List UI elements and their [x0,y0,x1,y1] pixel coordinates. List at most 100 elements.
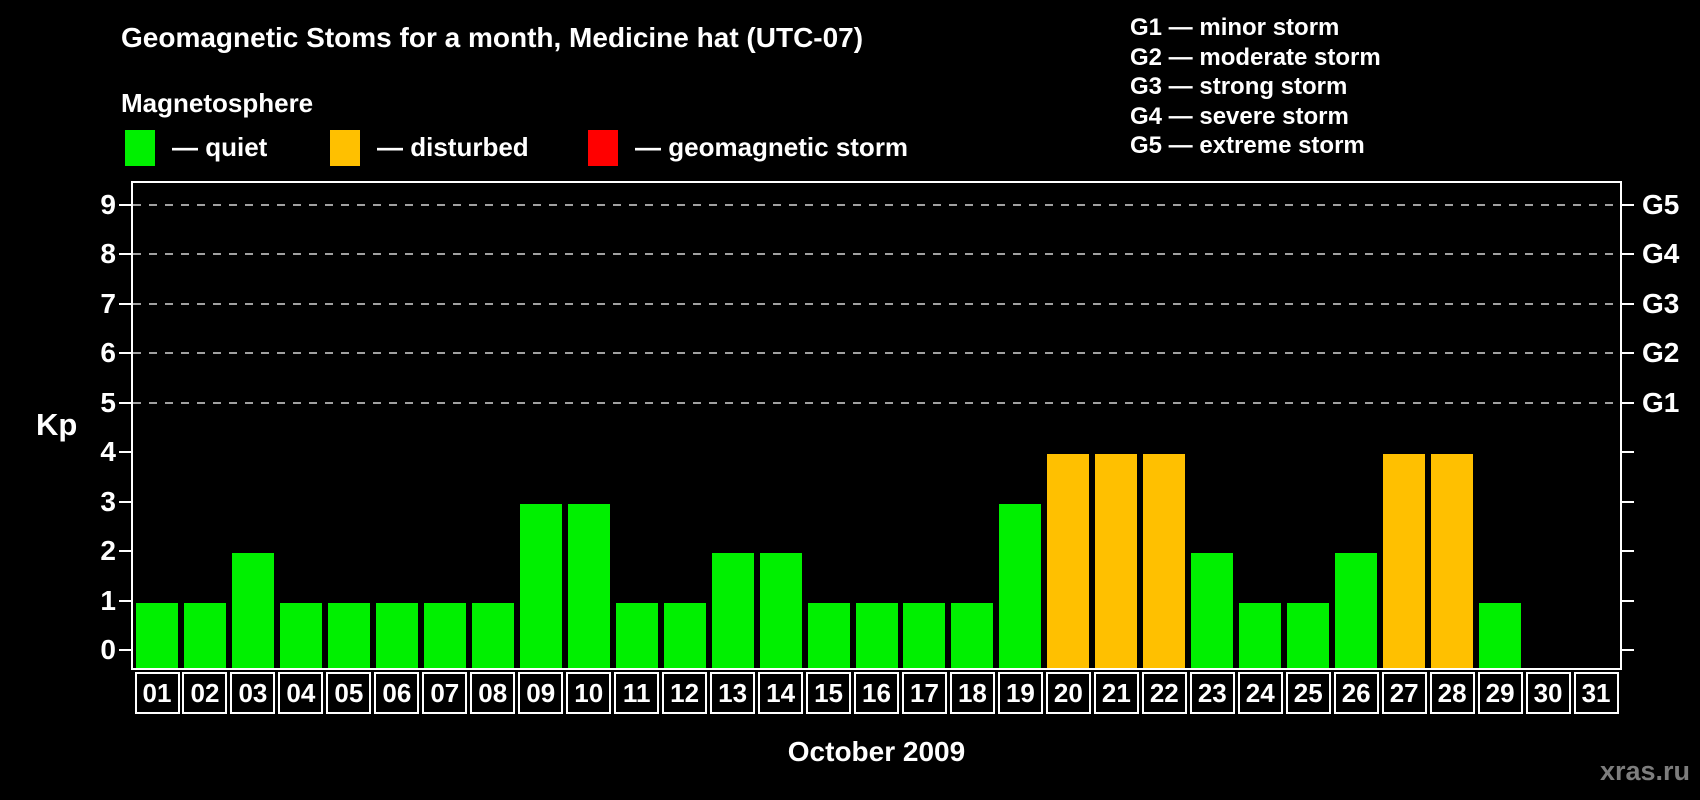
right-tick-kp9 [1622,203,1634,206]
g-scale-label-g4: G4 [1642,238,1680,269]
day-cell-23: 23 [1189,672,1235,714]
right-tick-kp0 [1622,649,1634,651]
legend-item-disturbed: — disturbed [330,129,529,166]
gridline-kp8 [133,253,1620,255]
legend-label-quiet: — quiet [172,132,268,162]
storm-scale-line-g4: G4 — severe storm [1130,102,1349,130]
right-tick-kp2 [1622,550,1634,552]
kp-bar-day-05 [327,602,370,668]
chart-title: Geomagnetic Stoms for a month, Medicine … [121,22,864,53]
quiet-color-swatch [125,129,155,166]
y-tick-label-kp4: 4 [100,436,116,467]
kp-bar-day-15 [807,602,850,668]
day-cell-27: 27 [1381,672,1427,714]
legend-label-disturbed: — disturbed [377,132,529,162]
day-cell-25: 25 [1285,672,1331,714]
legend-item-geomagnetic-storm: — geomagnetic storm [588,129,908,166]
g-scale-label-g1: G1 [1642,386,1680,418]
day-cell-04: 04 [278,672,324,714]
legend-label-geomagnetic-storm: — geomagnetic storm [635,132,909,162]
day-cell-03: 03 [230,672,276,714]
storm-scale-line-g3: G3 — strong storm [1130,73,1348,100]
y-tick-kp8 [119,253,131,255]
right-tick-kp8 [1622,253,1634,255]
kp-bar-day-26 [1335,553,1378,668]
kp-bar-day-03 [231,553,274,668]
kp-bar-day-07 [423,602,466,668]
kp-bar-day-12 [663,602,706,668]
y-axis-title: Kp [36,407,78,442]
kp-bar-day-17 [903,602,946,668]
storm-scale-line-g2: G2 — moderate storm [1130,43,1381,71]
kp-bar-day-24 [1239,602,1282,668]
kp-bar-day-14 [759,553,802,668]
y-tick-kp2 [119,550,131,552]
right-tick-kp4 [1622,451,1634,453]
right-tick-kp6 [1622,352,1634,354]
day-cell-16: 16 [854,672,900,714]
kp-bar-day-04 [279,602,322,668]
storm-scale-line-g1: G1 — minor storm [1130,14,1340,41]
day-cell-09: 09 [518,672,564,714]
legend-item-quiet: — quiet [125,129,267,166]
kp-bar-day-10 [567,503,610,668]
day-cell-18: 18 [949,672,995,714]
magnetosphere-legend-heading: Magnetosphere [121,88,314,118]
day-cell-10: 10 [566,672,612,714]
day-cell-13: 13 [710,672,756,714]
y-tick-kp9 [119,203,131,206]
day-cell-15: 15 [806,672,852,714]
g-scale-label-g3: G3 [1642,287,1680,319]
watermark: xras.ru [1599,756,1690,786]
y-tick-kp4 [119,451,131,453]
kp-bar-day-28 [1431,454,1474,668]
y-tick-label-kp1: 1 [100,584,116,616]
kp-bar-day-25 [1287,602,1330,668]
gridline-kp9 [133,203,1620,206]
y-tick-kp5 [119,401,131,404]
right-tick-kp3 [1622,500,1634,503]
day-cell-08: 08 [470,672,516,714]
y-tick-kp1 [119,599,131,602]
y-tick-label-kp6: 6 [100,337,116,368]
kp-bar-day-20 [1047,454,1090,668]
kp-bar-day-16 [855,602,898,668]
storm-scale-legend: G1 — minor storm G2 — moderate storm G3 … [1130,13,1381,161]
y-tick-label-kp3: 3 [100,485,116,517]
kp-bar-day-22 [1143,454,1186,668]
day-cell-19: 19 [997,672,1043,714]
day-cell-14: 14 [758,672,804,714]
y-tick-label-kp5: 5 [100,386,116,418]
y-tick-label-kp8: 8 [100,238,116,269]
kp-bar-day-02 [183,602,226,668]
day-cell-29: 29 [1477,672,1523,714]
geomagnetic-storm-color-swatch [588,129,618,166]
kp-bar-day-06 [375,602,418,668]
kp-bar-day-11 [615,602,658,668]
kp-bar-day-27 [1383,454,1426,668]
kp-bar-day-08 [471,602,514,668]
right-tick-kp7 [1622,302,1634,305]
kp-bar-day-18 [951,602,994,668]
kp-bar-day-23 [1191,553,1234,668]
day-cell-24: 24 [1237,672,1283,714]
y-tick-kp3 [119,500,131,503]
day-cell-31: 31 [1573,672,1619,714]
plot-area [131,181,1622,670]
gridline-kp5 [133,401,1620,404]
day-cell-21: 21 [1093,672,1139,714]
kp-bar-day-09 [519,503,562,668]
day-cell-07: 07 [422,672,468,714]
day-cell-28: 28 [1429,672,1475,714]
kp-bar-day-29 [1479,602,1522,668]
day-cell-02: 02 [182,672,228,714]
day-cell-05: 05 [326,672,372,714]
right-tick-kp1 [1622,599,1634,602]
day-cell-12: 12 [662,672,708,714]
y-tick-kp7 [119,302,131,305]
y-tick-label-kp2: 2 [100,535,116,566]
y-tick-kp0 [119,649,131,651]
y-tick-kp6 [119,352,131,354]
g-scale-label-g2: G2 [1642,337,1680,368]
